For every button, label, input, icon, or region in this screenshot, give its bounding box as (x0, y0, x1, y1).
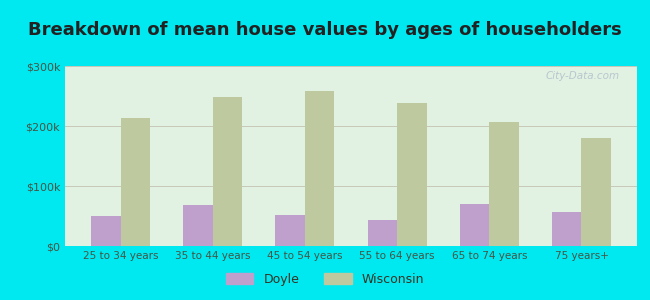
Bar (120, 118, 150, 246)
Bar (582, 138, 611, 246)
Bar (397, 103, 426, 246)
Bar (276, 215, 305, 246)
Bar (368, 220, 397, 246)
Bar (552, 212, 582, 246)
Bar (489, 122, 519, 246)
Bar (213, 97, 242, 246)
Bar (183, 205, 213, 246)
Text: City-Data.com: City-Data.com (546, 71, 620, 81)
Bar (91, 216, 120, 246)
Bar (305, 91, 334, 246)
Text: Breakdown of mean house values by ages of householders: Breakdown of mean house values by ages o… (28, 21, 622, 39)
Legend: Doyle, Wisconsin: Doyle, Wisconsin (221, 268, 429, 291)
Bar (460, 204, 489, 246)
